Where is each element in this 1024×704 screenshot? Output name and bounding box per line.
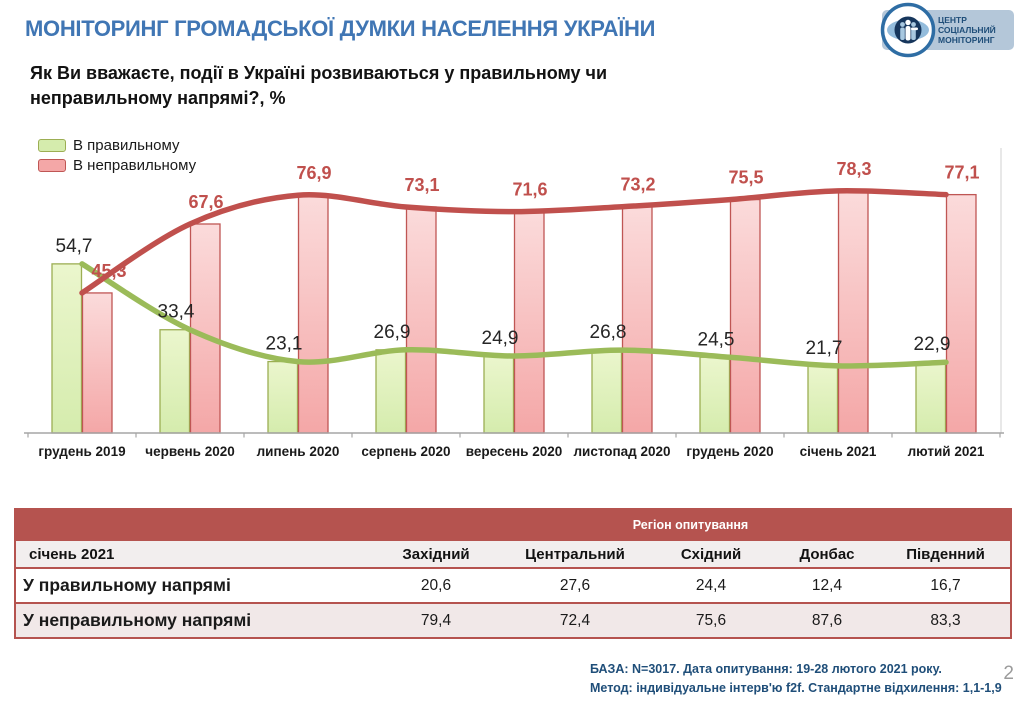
cell-value: 12,4 bbox=[773, 567, 881, 604]
table-group-header: Регіон опитування bbox=[371, 509, 1011, 540]
table-row: У неправильному напрямі 79,4 72,4 75,6 87,6 8… bbox=[15, 602, 1011, 639]
value-label-negative: 73,2 bbox=[620, 175, 655, 195]
bar-negative bbox=[405, 206, 437, 434]
value-label-negative: 78,3 bbox=[836, 159, 871, 179]
value-label-negative: 77,1 bbox=[944, 163, 979, 183]
value-label-positive: 24,9 bbox=[482, 328, 519, 349]
col-header-zakhidnyi: Західний bbox=[371, 539, 501, 569]
survey-meta: БАЗА: N=3017. Дата опитування: 19-28 лют… bbox=[590, 660, 1002, 698]
x-axis-label: вересень 2020 bbox=[466, 444, 562, 459]
survey-question: Як Ви вважаєте, події в Україні розвиваю… bbox=[30, 61, 607, 111]
bar-negative bbox=[837, 190, 869, 434]
bar-positive bbox=[807, 365, 839, 434]
cell-value: 27,6 bbox=[501, 567, 649, 604]
cell-value: 79,4 bbox=[371, 602, 501, 639]
cell-value: 20,6 bbox=[371, 567, 501, 604]
table-row: У правильному напрямі 20,6 27,6 24,4 12,4 16,… bbox=[15, 567, 1011, 604]
legend-item-positive: В правильному bbox=[38, 135, 196, 155]
value-label-negative: 76,9 bbox=[296, 163, 331, 183]
bar-positive bbox=[375, 349, 407, 434]
x-axis-label: червень 2020 bbox=[145, 444, 234, 459]
cell-value: 75,6 bbox=[649, 602, 773, 639]
value-label-negative: 73,1 bbox=[404, 175, 439, 195]
bar-positive bbox=[267, 360, 299, 434]
trend-chart: 54,7 33,4 23,1 26,9 24,9 26,8 24,5 21,7 22,9 45,3… bbox=[24, 148, 1004, 459]
row-label: У правильному напрямі bbox=[15, 567, 371, 604]
cell-value: 72,4 bbox=[501, 602, 649, 639]
bar-negative bbox=[513, 210, 545, 434]
question-line-2: неправильному напрямі?, % bbox=[30, 88, 286, 108]
x-axis-label: грудень 2020 bbox=[686, 444, 773, 459]
logo-text-line: МОНІТОРИНГ bbox=[938, 35, 995, 45]
col-header-tsentralnyi: Центральний bbox=[501, 539, 649, 569]
page-number: 2 bbox=[1003, 663, 1014, 684]
table-header-row: січень 2021 Західний Центральний Східний… bbox=[15, 539, 1011, 569]
value-label-positive: 22,9 bbox=[914, 334, 951, 355]
value-label-positive: 24,5 bbox=[698, 329, 735, 350]
bar-positive bbox=[51, 263, 83, 434]
value-label-positive: 21,7 bbox=[806, 338, 843, 359]
legend-item-negative: В неправильному bbox=[38, 155, 196, 175]
question-line-1: Як Ви вважаєте, події в Україні розвиваю… bbox=[30, 63, 608, 83]
region-table: Регіон опитування січень 2021 Західний Ц… bbox=[14, 508, 1012, 639]
cell-value: 87,6 bbox=[773, 602, 881, 639]
bar-positive bbox=[591, 349, 623, 434]
x-axis-label: грудень 2019 bbox=[38, 444, 125, 459]
col-header-pivdennyi: Південний bbox=[881, 539, 1011, 569]
page-title: МОНІТОРИНГ ГРОМАДСЬКОЇ ДУМКИ НАСЕЛЕННЯ У… bbox=[25, 16, 656, 41]
bar-negative bbox=[81, 292, 113, 434]
logo-people-icon bbox=[900, 19, 918, 41]
col-header-donbas: Донбас bbox=[773, 539, 881, 569]
cell-value: 16,7 bbox=[881, 567, 1011, 604]
x-axis-label: листопад 2020 bbox=[573, 444, 670, 459]
logo-text-line: СОЦІАЛЬНИЙ bbox=[938, 24, 996, 35]
line-negative bbox=[79, 188, 949, 296]
bar-positive bbox=[159, 329, 191, 434]
value-label-positive: 26,8 bbox=[590, 322, 627, 343]
cell-value: 83,3 bbox=[881, 602, 1011, 639]
value-label-negative: 71,6 bbox=[512, 180, 547, 200]
bar-negative bbox=[189, 223, 221, 434]
footer-line-1: БАЗА: N=3017. Дата опитування: 19-28 лют… bbox=[590, 662, 942, 676]
value-label-negative: 45,3 bbox=[91, 261, 126, 281]
table-period-label: січень 2021 bbox=[15, 539, 371, 569]
legend-swatch-red bbox=[38, 158, 66, 172]
x-axis-label: серпень 2020 bbox=[361, 444, 450, 459]
value-label-positive: 33,4 bbox=[158, 302, 195, 323]
x-axis-label: липень 2020 bbox=[257, 444, 340, 459]
value-label-negative: 75,5 bbox=[728, 168, 763, 188]
cell-value: 24,4 bbox=[649, 567, 773, 604]
row-label: У неправильному напрямі bbox=[15, 602, 371, 639]
bar-negative bbox=[621, 206, 653, 434]
line-positive bbox=[79, 261, 949, 369]
bar-negative bbox=[729, 198, 761, 434]
table-band-row: Регіон опитування bbox=[15, 509, 1011, 540]
value-label-positive: 54,7 bbox=[56, 236, 93, 257]
legend-label-positive: В правильному bbox=[73, 136, 180, 154]
value-label-negative: 67,6 bbox=[188, 192, 223, 212]
bar-positive bbox=[699, 356, 731, 434]
logo-text-line: ЦЕНТР bbox=[938, 15, 967, 25]
footer-line-2: Метод: індивідуальне інтерв'ю f2f. Станд… bbox=[590, 681, 1002, 695]
col-header-skhidnyi: Східний bbox=[649, 539, 773, 569]
bar-positive bbox=[483, 355, 515, 434]
x-axis-label: лютий 2021 bbox=[908, 444, 985, 459]
table-band-corner bbox=[15, 509, 371, 540]
value-label-positive: 23,1 bbox=[266, 334, 303, 355]
org-logo: ЦЕНТР СОЦІАЛЬНИЙ МОНІТОРИНГ bbox=[880, 2, 1014, 58]
legend-label-negative: В неправильному bbox=[73, 156, 197, 174]
region-table-wrap: Регіон опитування січень 2021 Західний Ц… bbox=[14, 508, 1012, 639]
bar-negative bbox=[297, 194, 329, 434]
chart-legend: В правильному В неправильному bbox=[38, 135, 196, 175]
value-label-positive: 26,9 bbox=[374, 322, 411, 343]
legend-swatch-green bbox=[38, 138, 66, 152]
x-axis-label: січень 2021 bbox=[800, 444, 877, 459]
bar-negative bbox=[945, 193, 977, 434]
bar-positive bbox=[915, 361, 947, 434]
